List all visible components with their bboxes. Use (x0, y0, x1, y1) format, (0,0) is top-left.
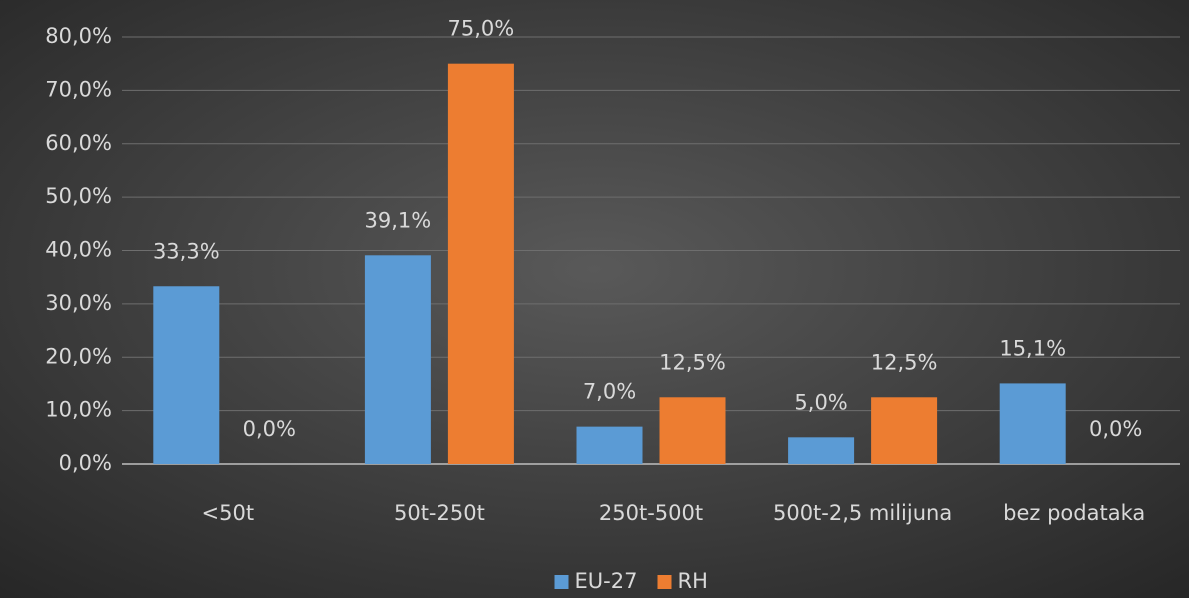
bar (576, 426, 643, 464)
y-tick-label: 10,0% (45, 398, 112, 422)
y-tick-label: 40,0% (45, 238, 112, 262)
x-tick-label: 50t-250t (394, 501, 485, 525)
legend-label: EU-27 (575, 569, 638, 593)
data-label: 15,1% (999, 336, 1066, 360)
data-label: 12,5% (659, 350, 726, 374)
y-tick-label: 60,0% (45, 131, 112, 155)
x-tick-label: 250t-500t (599, 501, 703, 525)
y-tick-label: 80,0% (45, 24, 112, 48)
data-label: 0,0% (1089, 417, 1142, 441)
bar (788, 437, 855, 464)
bar (153, 286, 220, 464)
bar (999, 383, 1066, 464)
y-tick-label: 20,0% (45, 344, 112, 368)
y-tick-label: 0,0% (59, 451, 112, 475)
legend-swatch (554, 575, 569, 589)
data-label: 75,0% (448, 17, 515, 41)
x-tick-label: bez podataka (1003, 501, 1145, 525)
data-label: 33,3% (153, 239, 220, 263)
bar (364, 255, 431, 464)
x-tick-label: 500t-2,5 milijuna (773, 501, 952, 525)
data-label: 0,0% (243, 417, 296, 441)
data-label: 12,5% (871, 350, 938, 374)
legend-label: RH (678, 569, 708, 593)
bar (659, 397, 726, 464)
legend-swatch (657, 575, 672, 589)
bar (871, 397, 938, 464)
y-tick-label: 50,0% (45, 184, 112, 208)
y-tick-label: 70,0% (45, 77, 112, 101)
data-label: 7,0% (583, 380, 636, 404)
y-tick-label: 30,0% (45, 291, 112, 315)
bar (447, 63, 514, 464)
data-label: 39,1% (365, 208, 432, 232)
data-label: 5,0% (794, 390, 847, 414)
x-tick-label: <50t (202, 501, 255, 525)
